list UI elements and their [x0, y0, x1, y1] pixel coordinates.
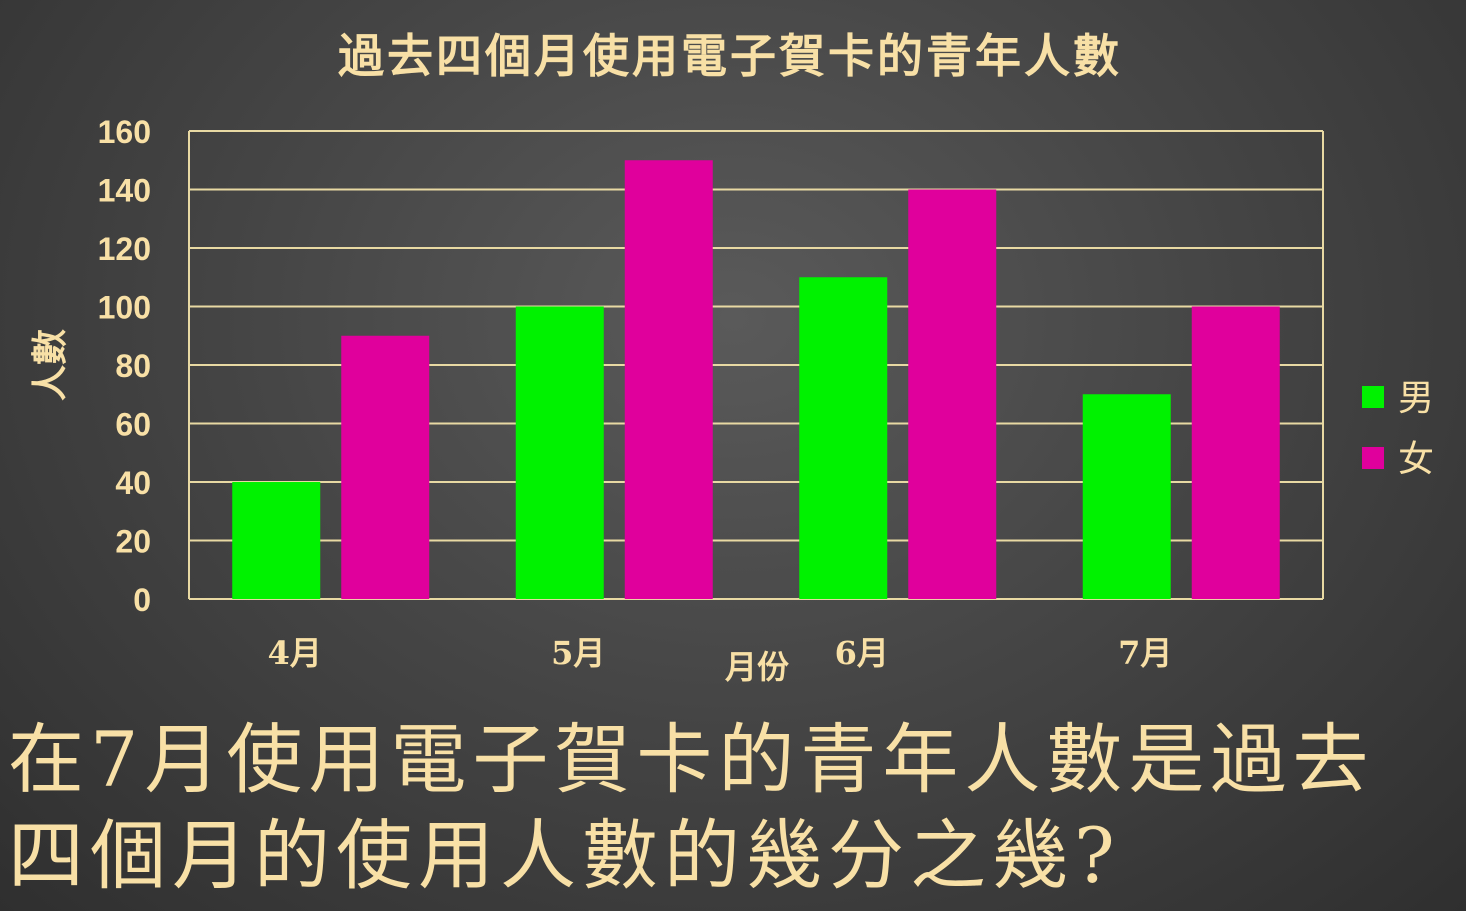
x-tick-label: 7月 [1118, 634, 1172, 672]
chart-panel: 過去四個月使用電子賀卡的青年人數 人數 月份 0 20 40 60 80 100 120 14… [29, 29, 1434, 686]
x-axis-label: 月份 [725, 648, 789, 686]
x-tick-label: 6月 [835, 634, 889, 672]
bar-female [908, 189, 997, 599]
bars [232, 160, 1280, 599]
y-axis-label: 人數 [29, 329, 71, 401]
legend: 男女 [1362, 378, 1434, 480]
bar-male [232, 482, 321, 599]
bar-male [1082, 394, 1171, 599]
bar-male [515, 306, 604, 599]
question-line-2: 四個月的使用人數的幾分之幾? [8, 811, 1121, 900]
legend-label-male: 男 [1398, 378, 1434, 419]
y-tick-label: 80 [115, 348, 151, 384]
question-text: 在7月使用電子賀卡的青年人數是過去 四個月的使用人數的幾分之幾? [8, 712, 1448, 904]
legend-swatch-female [1362, 447, 1384, 469]
y-tick-label: 40 [115, 465, 151, 501]
bar-female [341, 335, 430, 599]
bar-female [1191, 306, 1280, 599]
y-tick-label: 60 [115, 407, 151, 443]
chart-title: 過去四個月使用電子賀卡的青年人數 [338, 29, 1122, 83]
legend-label-female: 女 [1398, 439, 1434, 480]
x-tick-labels: 4月 5月 6月 7月 [268, 634, 1173, 672]
y-tick-label: 20 [115, 524, 151, 560]
bar-chart: 過去四個月使用電子賀卡的青年人數 人數 月份 0 20 40 60 80 100 120 14… [29, 29, 1434, 686]
y-tick-label: 140 [98, 173, 151, 209]
bar-male [799, 277, 888, 599]
legend-swatch-male [1362, 386, 1384, 408]
y-tick-labels: 0 20 40 60 80 100 120 140 160 [98, 114, 151, 618]
bar-female [624, 160, 713, 599]
question-line-1: 在7月使用電子賀卡的青年人數是過去 [8, 715, 1375, 804]
y-tick-label: 0 [133, 582, 151, 618]
x-tick-label: 5月 [551, 634, 605, 672]
y-tick-label: 100 [98, 290, 151, 326]
y-tick-label: 160 [98, 114, 151, 150]
x-tick-label: 4月 [268, 634, 322, 672]
y-tick-label: 120 [98, 231, 151, 267]
